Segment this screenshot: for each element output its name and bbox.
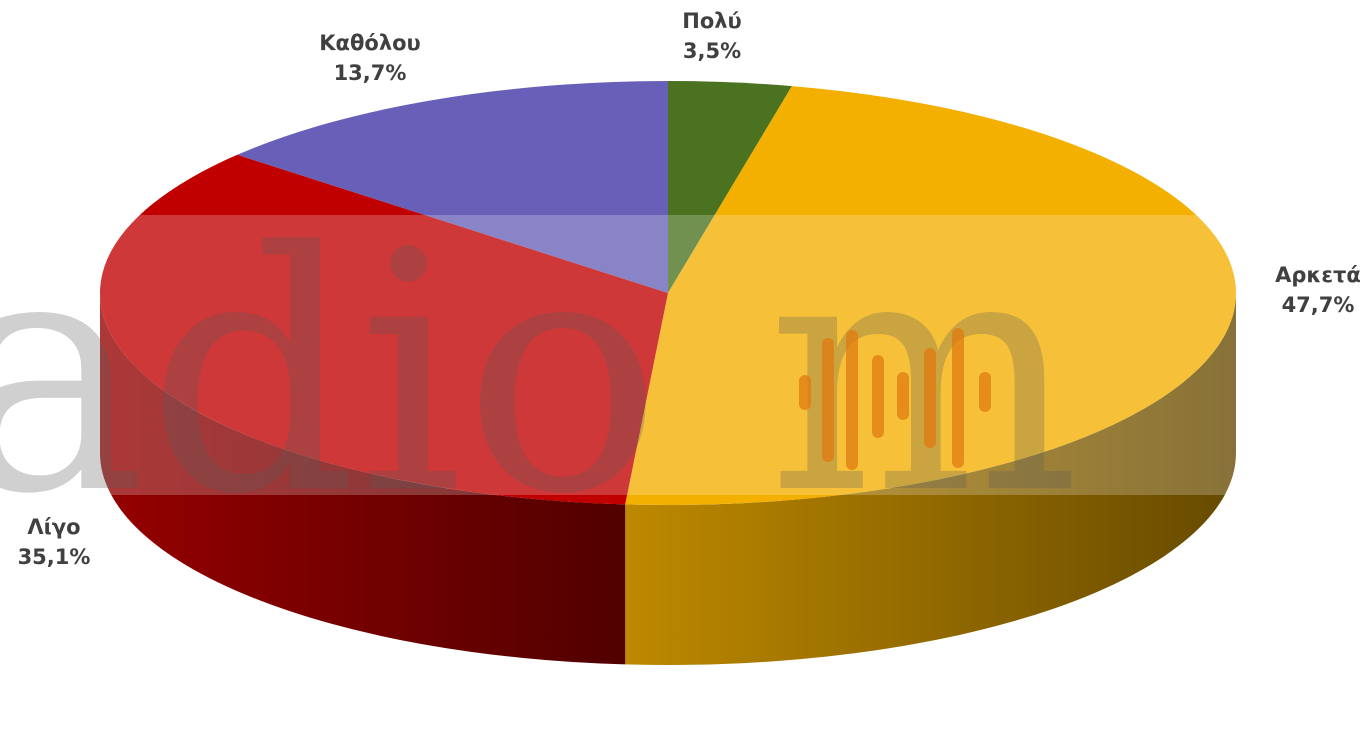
watermark-wave-bar [799,375,811,410]
slice-2-top [625,86,1236,505]
watermark-wave-bar [952,328,964,468]
watermark: adio m [0,182,1372,566]
watermark-wave-bar [897,372,909,420]
slice-4-top [237,81,668,293]
watermark-wave-bar [846,330,858,470]
slice-1-top [668,81,792,293]
pie-top [100,81,1236,505]
watermark-wave-bar [822,338,834,462]
slice-2-label: Αρκετά [1275,263,1361,287]
slice-4-label: Καθόλου [319,31,420,55]
slice-2-side [625,293,1236,665]
slice-1-value-label: 3,5% [683,39,741,63]
slice-2-value-label: 47,7% [1282,293,1355,317]
data-labels: Πολύ 3,5% Αρκετά 47,7% Λίγο 35,1% Καθόλου 13,7% [18,9,1361,569]
watermark-wave-bar [979,372,991,412]
slice-3-top [100,154,668,505]
slice-1-label: Πολύ [682,9,741,33]
watermark-band [0,215,1372,495]
slice-3-value-label: 35,1% [18,545,91,569]
slice-3-label: Λίγο [27,515,80,539]
slice-3-side [100,293,626,665]
watermark-wave-bar [872,355,884,438]
watermark-wave-bar [924,348,936,448]
slice-4-value-label: 13,7% [334,61,407,85]
watermark-text: adio m [0,182,1080,566]
pie-sides [100,293,1236,665]
